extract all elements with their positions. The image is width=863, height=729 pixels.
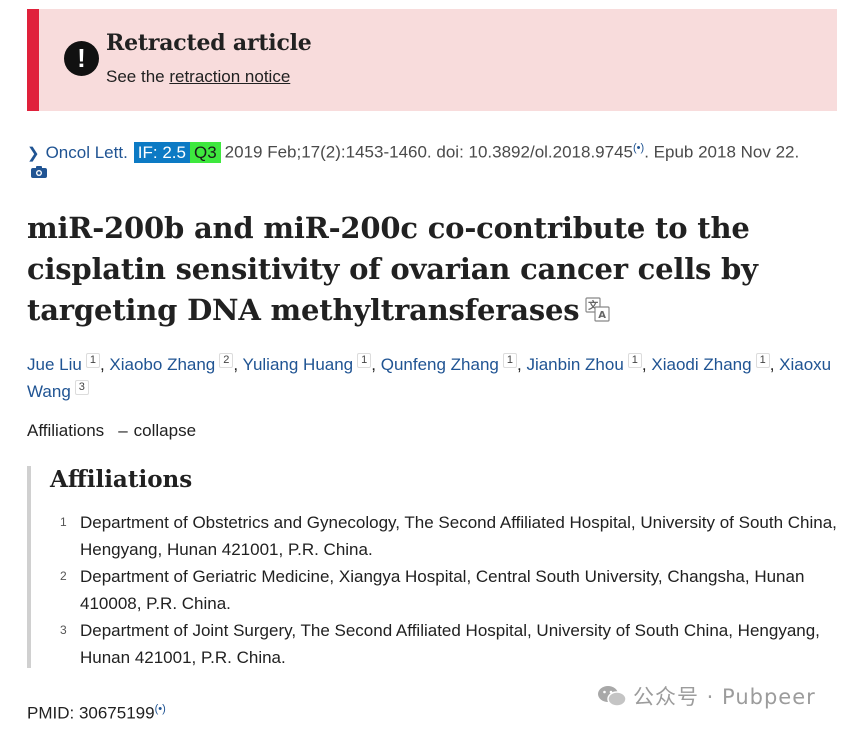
affiliations-heading: Affiliations — [50, 466, 193, 493]
author-name-link[interactable]: Xiaoxu Wang — [27, 355, 832, 401]
affiliation-item: 2 Department of Geriatric Medicine, Xiang… — [50, 563, 840, 617]
collapse-dash-icon: – — [118, 421, 128, 440]
affiliation-number: 2 — [60, 569, 67, 583]
author-separator: , — [371, 355, 381, 374]
affiliations-list: 1 Department of Obstetrics and Gynecology… — [50, 509, 840, 671]
chevron-right-icon[interactable]: ❯ — [27, 144, 40, 162]
author-entry: Qunfeng Zhang 1 — [380, 353, 517, 374]
banner-sub-prefix: See the — [106, 67, 170, 86]
author-entry: Xiaodi Zhang 1 — [651, 353, 770, 374]
journal-link[interactable]: Oncol Lett. — [45, 142, 128, 162]
author-name-link[interactable]: Xiaobo Zhang — [109, 355, 216, 374]
quartile-badge: Q3 — [189, 141, 221, 163]
author-separator: , — [517, 355, 527, 374]
author-name-link[interactable]: Jianbin Zhou — [526, 355, 624, 374]
camera-icon[interactable] — [31, 166, 47, 178]
author-entry: Jue Liu 1 — [27, 353, 100, 374]
affiliations-panel: Affiliations 1 Department of Obstetrics a… — [27, 466, 837, 668]
affiliation-ref[interactable]: 1 — [502, 353, 517, 368]
author-name-link[interactable]: Jue Liu — [27, 355, 82, 374]
affiliation-ref[interactable]: 1 — [85, 353, 100, 368]
affiliation-ref[interactable]: 2 — [219, 353, 234, 368]
impact-factor-badge: IF: 2.5 — [133, 141, 190, 163]
author-separator: , — [233, 355, 243, 374]
retraction-banner: ! Retracted article See the retraction n… — [27, 9, 837, 111]
author-name-link[interactable]: Qunfeng Zhang — [380, 355, 499, 374]
wechat-icon — [598, 686, 627, 707]
citation-details: 2019 Feb;17(2):1453-1460. doi: 10.3892/o… — [224, 142, 634, 162]
affiliation-number: 3 — [60, 623, 67, 637]
citation-line: ❯ Oncol Lett. IF: 2.5 Q3 2019 Feb;17(2):1453… — [27, 136, 837, 166]
watermark: 公众号 · Pubpeer — [597, 681, 816, 711]
author-entry: Xiaobo Zhang 2 — [109, 353, 234, 374]
affiliations-toggle-label: Affiliations — [27, 421, 105, 440]
author-entry: Xiaoxu Wang 3 — [27, 355, 831, 401]
affiliation-item: 1 Department of Obstetrics and Gynecology… — [50, 509, 840, 563]
pmid-text: PMID: 30675199 — [27, 703, 155, 723]
banner-subtitle: See the retraction notice — [106, 67, 290, 87]
affiliation-ref[interactable]: 3 — [74, 380, 89, 395]
affiliation-text: Department of Obstetrics and Gynecology,… — [80, 513, 837, 559]
watermark-text: 公众号 · Pubpeer — [633, 685, 816, 709]
collapse-link[interactable]: collapse — [133, 421, 197, 440]
affiliation-ref[interactable]: 1 — [357, 353, 372, 368]
author-list: Jue Liu 1, Xiaobo Zhang 2, Yuliang Huang 1,… — [27, 351, 837, 405]
affiliation-ref[interactable]: 1 — [627, 353, 642, 368]
author-name-link[interactable]: Yuliang Huang — [242, 355, 354, 374]
banner-title: Retracted article — [106, 30, 312, 56]
author-name-link[interactable]: Xiaodi Zhang — [651, 355, 752, 374]
article-title-text: miR-200b and miR-200c co-contribute to t… — [27, 211, 758, 327]
author-separator: , — [99, 355, 110, 374]
translate-icon[interactable]: 文 A — [585, 297, 611, 323]
article-title: miR-200b and miR-200c co-contribute to t… — [27, 208, 827, 331]
author-separator: , — [769, 355, 780, 374]
affiliations-toggle[interactable]: Affiliations – collapse — [27, 421, 196, 441]
broadcast-icon[interactable]: (•) — [154, 703, 166, 715]
affiliation-ref[interactable]: 1 — [755, 353, 770, 368]
svg-text:文: 文 — [588, 299, 599, 312]
retraction-notice-link[interactable]: retraction notice — [169, 67, 291, 86]
affiliation-item: 3 Department of Joint Surgery, The Second… — [50, 617, 840, 671]
author-entry: Yuliang Huang 1 — [242, 353, 372, 374]
broadcast-icon[interactable]: (•) — [633, 142, 645, 154]
author-separator: , — [641, 355, 652, 374]
svg-text:A: A — [599, 310, 607, 321]
exclamation-circle-icon: ! — [64, 41, 99, 76]
pmid: PMID: 30675199(•) — [27, 703, 166, 724]
affiliation-text: Department of Joint Surgery, The Second … — [80, 621, 820, 667]
epub-date: . Epub 2018 Nov 22. — [644, 142, 800, 162]
affiliation-number: 1 — [60, 515, 67, 529]
author-entry: Jianbin Zhou 1 — [526, 353, 642, 374]
affiliation-text: Department of Geriatric Medicine, Xiangy… — [80, 567, 805, 613]
